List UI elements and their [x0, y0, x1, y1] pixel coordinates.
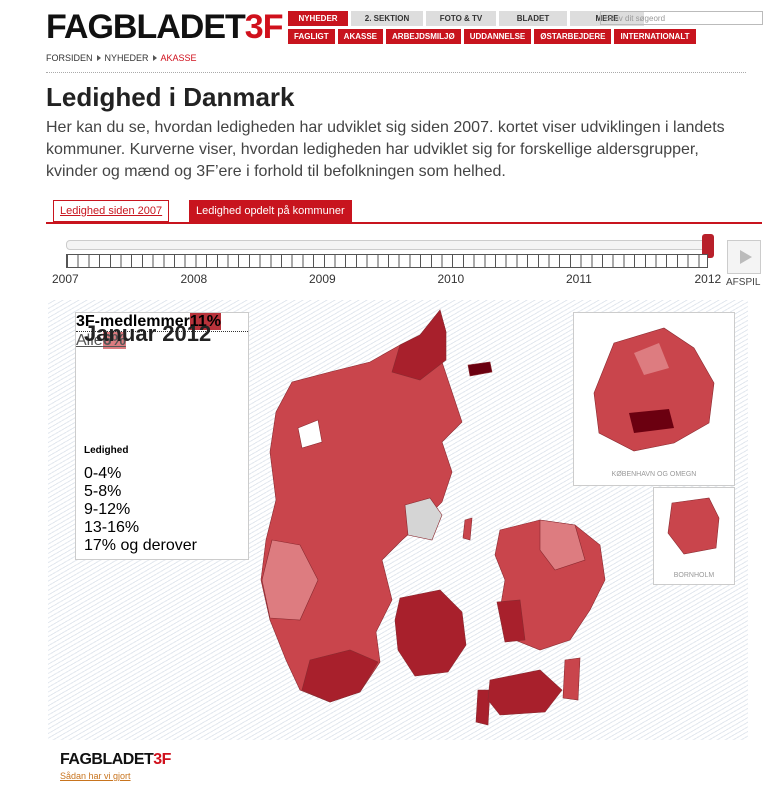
- legend-item: 13-16%: [84, 519, 197, 537]
- legend-title: Ledighed: [84, 445, 129, 456]
- nav-item[interactable]: MERE: [570, 11, 644, 26]
- inset-shape: [667, 497, 720, 555]
- region-south[interactable]: [301, 649, 379, 703]
- crumb-sep: [152, 55, 157, 61]
- inset-label: BORNHOLM: [673, 572, 715, 579]
- inset-light: [634, 343, 669, 375]
- legend-label: 5-8%: [84, 483, 122, 500]
- funen[interactable]: [394, 589, 467, 677]
- row-label[interactable]: Alle: [76, 332, 103, 349]
- region-grey[interactable]: [404, 497, 443, 541]
- search-box[interactable]: Skriv dit søgeord: [600, 11, 763, 25]
- panel-rows: 3F-medlemmer11% Alle6%: [76, 313, 248, 350]
- nav-item[interactable]: NYHEDER: [288, 11, 348, 26]
- legend-item: 5-8%: [84, 483, 197, 501]
- nav-item[interactable]: UDDANNELSE: [463, 29, 532, 44]
- region-north[interactable]: [391, 309, 447, 381]
- nav-item[interactable]: FAGLIGT: [288, 29, 335, 44]
- nav-item[interactable]: AKASSE: [337, 29, 384, 44]
- inset-bornholm[interactable]: BORNHOLM: [653, 487, 735, 585]
- legend-label: 9-12%: [84, 501, 131, 518]
- logo-suffix: 3F: [244, 8, 284, 46]
- play-button[interactable]: [727, 240, 761, 274]
- nav-item[interactable]: FOTO & TV: [426, 11, 496, 26]
- inset-shape: [593, 327, 715, 452]
- nav-item[interactable]: ARBEJDSMILJØ: [386, 29, 461, 44]
- panel-row: 3F-medlemmer11%: [76, 313, 248, 332]
- crumb-item[interactable]: NYHEDER: [104, 53, 149, 63]
- tab[interactable]: Ledighed siden 2007: [53, 200, 170, 222]
- inset-dark: [629, 409, 674, 433]
- footer-logo: FAGBLADET3F: [60, 751, 171, 769]
- year-label[interactable]: 2008: [180, 272, 208, 286]
- logo-text: FAGBLADET: [46, 8, 246, 46]
- legend-label: 0-4%: [84, 465, 122, 482]
- legend-item: 9-12%: [84, 501, 197, 519]
- region-west[interactable]: [261, 539, 319, 621]
- breadcrumb: FORSIDEN NYHEDER AKASSE: [46, 53, 197, 63]
- legend-item: 0-4%: [84, 465, 197, 483]
- tab-line: [46, 222, 762, 224]
- zealand-west[interactable]: [539, 519, 586, 571]
- year-label[interactable]: 2012: [694, 272, 722, 286]
- year-label[interactable]: 2010: [437, 272, 465, 286]
- zealand-dark[interactable]: [496, 599, 526, 643]
- crumb-sep: [96, 55, 101, 61]
- info-panel: Januar 2012 3F-medlemmer11% Alle6% Ledigh…: [75, 312, 249, 560]
- footer-logo-suffix: 3F: [153, 751, 171, 768]
- row-label[interactable]: 3F-medlemmer: [76, 313, 190, 330]
- inset-label: KØBENHAVN OG OMEGN: [611, 471, 697, 478]
- slider-track: [66, 240, 710, 250]
- panel-row: Alle6%: [76, 332, 248, 350]
- map-area: Januar 2012 3F-medlemmer11% Alle6% Ledigh…: [48, 300, 748, 740]
- crumb-item[interactable]: FORSIDEN: [46, 53, 93, 63]
- nav-top: NYHEDER 2. SEKTION FOTO & TV BLADET MERE: [288, 11, 644, 26]
- row-value: 11%: [189, 313, 221, 330]
- legend-item: 17% og derover: [84, 537, 197, 555]
- inset-map: [593, 327, 715, 452]
- year-label[interactable]: 2007: [52, 272, 79, 286]
- timeline-ticks: [66, 254, 708, 268]
- page-title: Ledighed i Danmark: [46, 82, 295, 112]
- year-label[interactable]: 2009: [309, 272, 336, 286]
- footer-logo-text: FAGBLADET: [60, 751, 154, 768]
- slider-handle[interactable]: [702, 234, 714, 258]
- crumb-item[interactable]: AKASSE: [160, 53, 197, 63]
- lolland[interactable]: [487, 669, 563, 716]
- nav-item[interactable]: ØSTARBEJDERE: [534, 29, 612, 44]
- row-value: 6%: [102, 332, 126, 349]
- nav-bottom: FAGLIGT AKASSE ARBEJDSMILJØ UDDANNELSE ØSTAR…: [288, 29, 696, 44]
- inset-copenhagen[interactable]: KØBENHAVN OG OMEGN: [573, 312, 735, 486]
- samsoe[interactable]: [462, 517, 473, 541]
- falster[interactable]: [562, 657, 581, 701]
- divider: [46, 72, 746, 73]
- intro: Her kan du se, hvordan ledigheden har ud…: [46, 119, 725, 180]
- tab-active[interactable]: Ledighed opdelt på kommuner: [189, 200, 352, 222]
- legend: 0-4% 5-8% 9-12% 13-16% 17% og derover: [84, 465, 197, 555]
- legend-label: 17% og derover: [84, 537, 197, 554]
- nav-item[interactable]: INTERNATIONALT: [614, 29, 696, 44]
- logo[interactable]: FAGBLADET3F: [46, 8, 284, 47]
- nav-item[interactable]: 2. SEKTION: [351, 11, 423, 26]
- legend-label: 13-16%: [84, 519, 140, 536]
- play-label: AFSPIL: [726, 277, 761, 288]
- panel-title: Januar 2012: [84, 321, 212, 346]
- map: [260, 309, 606, 726]
- islet[interactable]: [475, 689, 491, 726]
- inset-map: [667, 497, 720, 555]
- method-link[interactable]: Sådan har vi gjort: [60, 771, 131, 781]
- nav-item[interactable]: BLADET: [499, 11, 567, 26]
- region-lake[interactable]: [297, 419, 323, 449]
- year-label[interactable]: 2011: [566, 272, 592, 286]
- anholt[interactable]: [467, 361, 493, 377]
